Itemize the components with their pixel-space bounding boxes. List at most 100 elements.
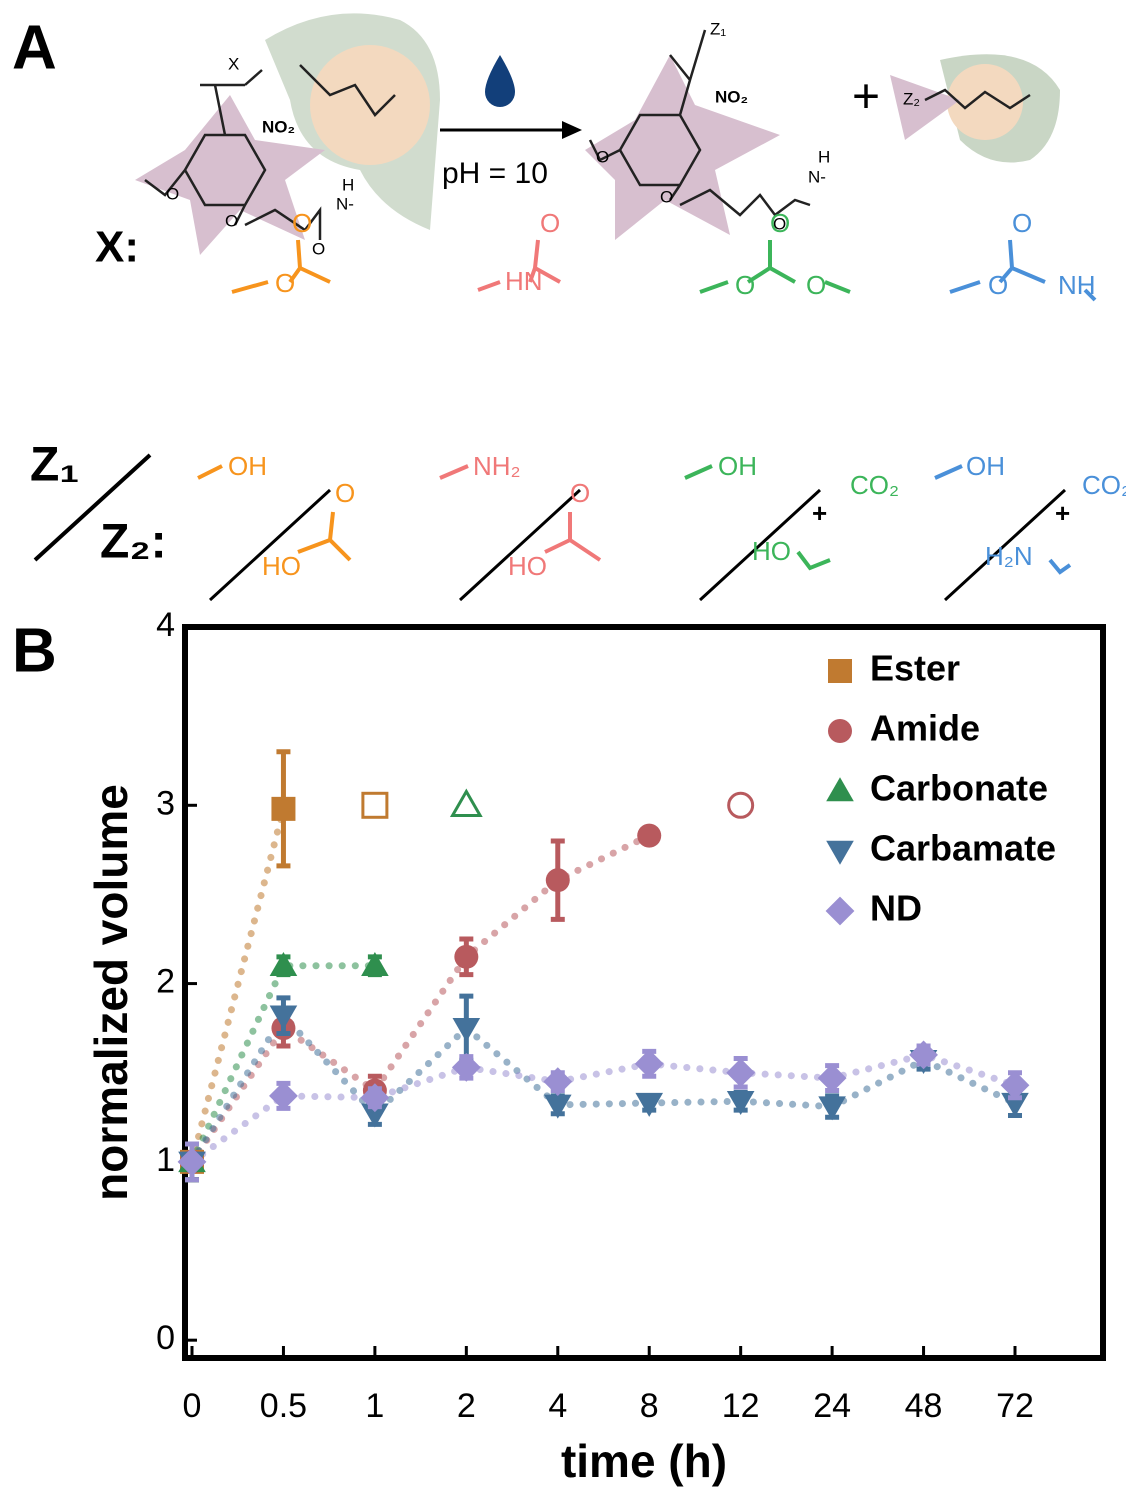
marker <box>543 1094 572 1119</box>
y-tick-label: 0 <box>156 1319 175 1357</box>
x-tick-label: 0 <box>183 1387 202 1425</box>
group-label: HO <box>508 551 547 581</box>
group-label: HO <box>752 536 791 566</box>
reactant: X NO₂ O O H N- O <box>135 13 440 258</box>
atom-label: H <box>342 175 354 194</box>
bond <box>934 464 1072 575</box>
x-tick-label: 48 <box>905 1387 943 1425</box>
atom-label: N- <box>808 167 826 186</box>
atom-label: X <box>228 54 239 73</box>
bond <box>197 464 352 562</box>
atom-label: O <box>773 214 786 233</box>
y-axis-label: normalized volume <box>85 784 137 1201</box>
marker <box>269 1081 298 1111</box>
row-label: Z₁ <box>30 439 79 492</box>
product: Z₁ NO₂ O O H N- O <box>585 19 830 240</box>
marker <box>269 1005 298 1030</box>
group-label: CO₂ <box>850 470 899 500</box>
y-tick-label: 3 <box>156 784 175 822</box>
plot-frame <box>182 624 1106 1361</box>
panel-label: B <box>12 616 57 685</box>
group-label: HN <box>505 266 543 296</box>
bond <box>699 240 851 294</box>
atom-label: Z₂ <box>903 89 920 108</box>
trend-line <box>188 1009 1019 1166</box>
water-drop <box>485 55 515 107</box>
core-shape <box>947 64 1023 140</box>
bond <box>231 239 331 294</box>
marker <box>726 1091 755 1116</box>
row-label: Z₂: <box>100 516 167 569</box>
atom-label: O <box>166 184 179 203</box>
marker <box>637 823 662 848</box>
group-label: CO₂ <box>1082 470 1126 500</box>
atom-label: O <box>660 187 673 206</box>
marker <box>826 840 854 865</box>
marker <box>452 1017 481 1042</box>
marker <box>817 1063 847 1093</box>
atom-label: O <box>312 239 325 258</box>
x-tick-label: 1 <box>365 1387 384 1425</box>
plus: + <box>852 71 880 124</box>
atom-label: O <box>596 147 609 166</box>
condition: pH = 10 <box>442 157 548 190</box>
group-label: O <box>540 208 560 238</box>
bond <box>684 464 831 571</box>
group-label: OH <box>966 451 1005 481</box>
marker <box>818 1096 846 1121</box>
x-tick-label: 12 <box>722 1387 760 1425</box>
bond <box>439 464 602 562</box>
legend-label: Amide <box>870 708 980 749</box>
marker <box>635 1092 664 1117</box>
group-label: O <box>735 270 755 300</box>
marker <box>269 951 298 976</box>
x-tick-label: 72 <box>996 1387 1034 1425</box>
marker <box>826 777 854 802</box>
x-tick-label: 24 <box>813 1387 851 1425</box>
atom-label: NO₂ <box>715 87 748 106</box>
bond <box>477 239 561 292</box>
group-label: O <box>335 478 355 508</box>
atom-label: N- <box>336 194 354 213</box>
legend-label: ND <box>870 888 922 929</box>
group-label: H₂N <box>985 541 1033 571</box>
atom-label: H <box>818 147 830 166</box>
slash <box>698 488 822 602</box>
trend-line <box>188 805 287 1166</box>
atom-label: Z₁ <box>710 19 726 38</box>
group-label: NH <box>1058 270 1096 300</box>
trend-line <box>188 832 653 1166</box>
marker <box>361 951 389 976</box>
trend-line <box>188 962 379 1166</box>
slash <box>33 453 152 562</box>
atom-label: NO₂ <box>262 117 295 136</box>
slash <box>943 488 1067 602</box>
marker <box>543 1067 573 1097</box>
x-tick-label: 4 <box>548 1387 567 1425</box>
star-shape <box>135 95 325 255</box>
trend-line <box>188 1051 1019 1166</box>
y-tick-label: 4 <box>156 606 175 644</box>
marker <box>828 659 852 683</box>
group-label: O <box>292 208 312 238</box>
y-tick-label: 1 <box>156 1141 175 1179</box>
marker <box>828 719 852 743</box>
group-label: O <box>1012 208 1032 238</box>
slash <box>208 488 332 602</box>
group-label: O <box>988 270 1008 300</box>
group-label: HO <box>262 551 301 581</box>
group-label: + <box>1055 498 1070 528</box>
marker <box>909 1040 938 1070</box>
legend-label: Carbonate <box>870 768 1048 809</box>
marker <box>449 788 483 817</box>
legend-label: Carbamate <box>870 828 1056 869</box>
x-tick-label: 2 <box>457 1387 476 1425</box>
marker <box>634 1049 664 1079</box>
group-label: O <box>275 268 295 298</box>
atom-label: O <box>225 211 238 230</box>
group-label: + <box>812 498 827 528</box>
